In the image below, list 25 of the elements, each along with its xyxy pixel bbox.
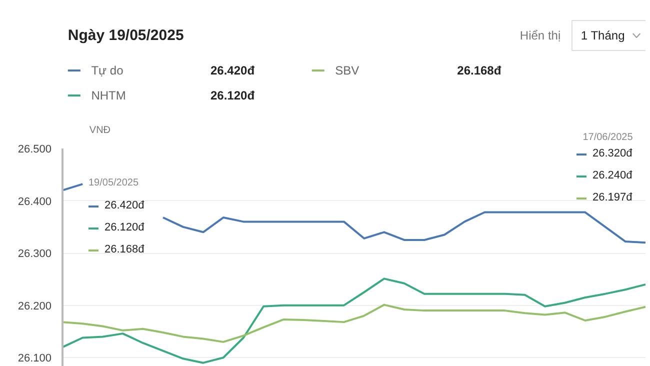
legend-label: SBV [335, 64, 360, 78]
text: 17/06/2025 [582, 132, 634, 143]
y-tick-label: 26.100 [18, 352, 52, 365]
text: 26.420đ [210, 64, 256, 78]
annotation: 26.197đ [592, 192, 634, 204]
legend-label: Tự do [91, 64, 124, 78]
y-tick-label: 26.400 [18, 196, 52, 208]
text: Hiển thị [520, 28, 561, 42]
annotation: 26.320đ [592, 148, 634, 160]
chart-title: Ngày 19/05/2025 [68, 27, 184, 44]
line-series [62, 304, 646, 343]
annotation: 26.168đ [104, 244, 146, 256]
y-tick-label: 26.300 [18, 248, 52, 260]
text: 1 Tháng [580, 28, 625, 42]
y-tick-label: 26.200 [18, 300, 52, 312]
legend-label: NHTM [91, 88, 126, 102]
annotation: 26.420đ [104, 200, 146, 212]
y-tick-label: 26.500 [18, 144, 52, 156]
annotation: 26.120đ [104, 222, 146, 234]
line-series [62, 278, 646, 364]
annotation: 19/05/2025 [88, 178, 139, 188]
y-axis-title: VNĐ [89, 125, 111, 136]
annotation: 26.240đ [592, 170, 634, 182]
text: 26.168đ [457, 64, 502, 78]
text: 26.120đ [210, 88, 256, 102]
